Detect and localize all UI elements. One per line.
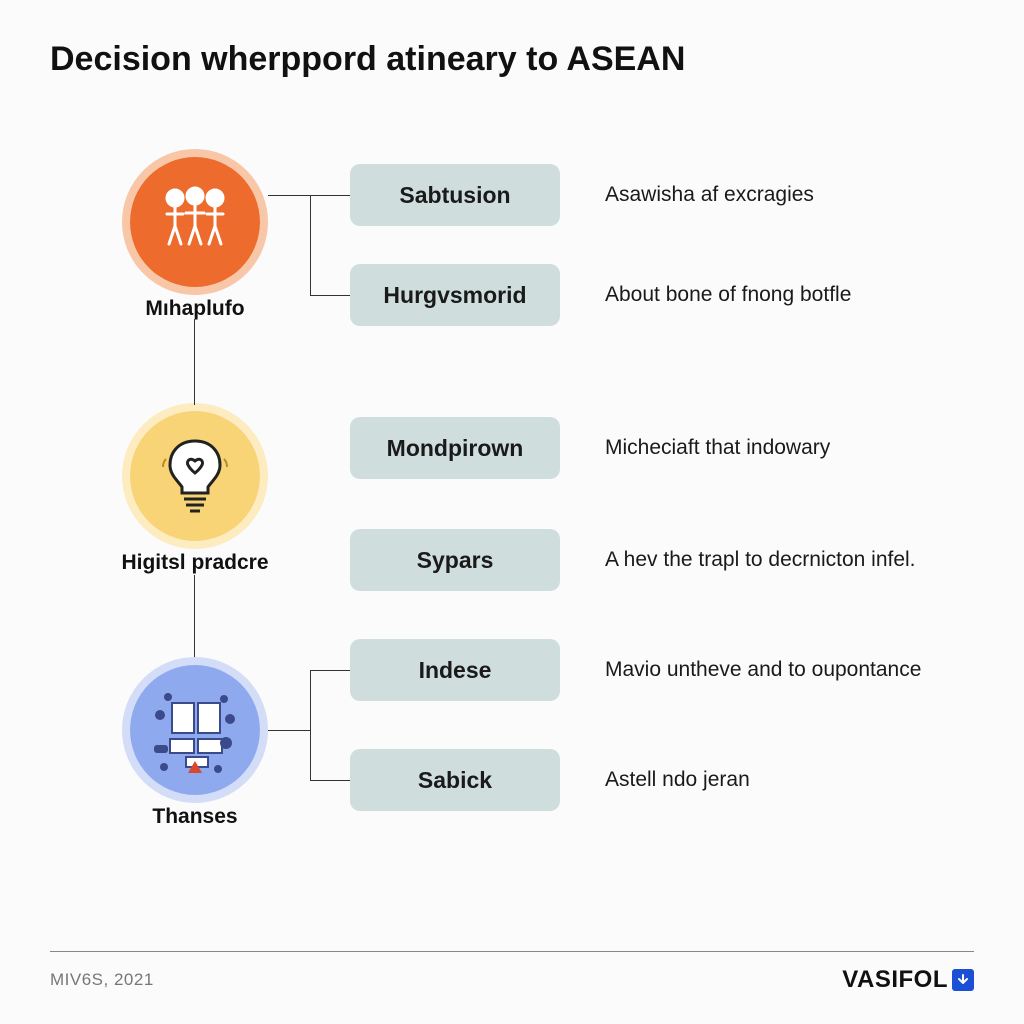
node-label-1: Mıhaplufo: [115, 297, 275, 321]
brand-badge-icon: [952, 969, 974, 991]
connector: [268, 730, 310, 731]
chip-mondpirown: Mondpirown: [350, 417, 560, 479]
connector: [310, 670, 311, 780]
desc-hurgvsmorid: About bone of fnong botfle: [605, 264, 965, 326]
node-mihaplufo: [130, 157, 260, 287]
connector: [194, 319, 195, 405]
chip-sypars: Sypars: [350, 529, 560, 591]
diagram-canvas: Mıhaplufo Higitsl pradcre: [50, 119, 974, 909]
connector: [310, 780, 350, 781]
chip-hurgvsmorid: Hurgvsmorid: [350, 264, 560, 326]
desc-sabtusion: Asawisha af excragies: [605, 164, 965, 226]
connector: [194, 575, 195, 657]
footer: MIV6S, 2021 VASIFOL: [50, 951, 974, 994]
brand-logo: VASIFOL: [842, 966, 974, 994]
desc-mondpirown: Micheciaft that indowary: [605, 417, 965, 479]
node-label-3: Thanses: [115, 805, 275, 829]
furniture-icon: [140, 675, 250, 785]
connector: [268, 195, 310, 196]
chip-indese: Indese: [350, 639, 560, 701]
connector: [310, 295, 350, 296]
desc-sabick: Astell ndo jeran: [605, 749, 965, 811]
desc-indese: Mavio untheve and to oupontance: [605, 639, 965, 701]
brand-text: VASIFOL: [842, 966, 948, 994]
connector: [310, 195, 311, 295]
people-icon: [150, 182, 240, 262]
bulb-heart-icon: [160, 431, 230, 521]
node-thanses: [130, 665, 260, 795]
node-higitsl: [130, 411, 260, 541]
connector: [310, 195, 350, 196]
page-title: Decision wherppord atineary to ASEAN: [50, 40, 974, 79]
connector: [310, 670, 350, 671]
chip-sabtusion: Sabtusion: [350, 164, 560, 226]
desc-sypars: A hev the trapl to decrnicton infel.: [605, 529, 965, 591]
source-text: MIV6S, 2021: [50, 970, 154, 990]
node-label-2: Higitsl pradcre: [115, 551, 275, 575]
chip-sabick: Sabick: [350, 749, 560, 811]
